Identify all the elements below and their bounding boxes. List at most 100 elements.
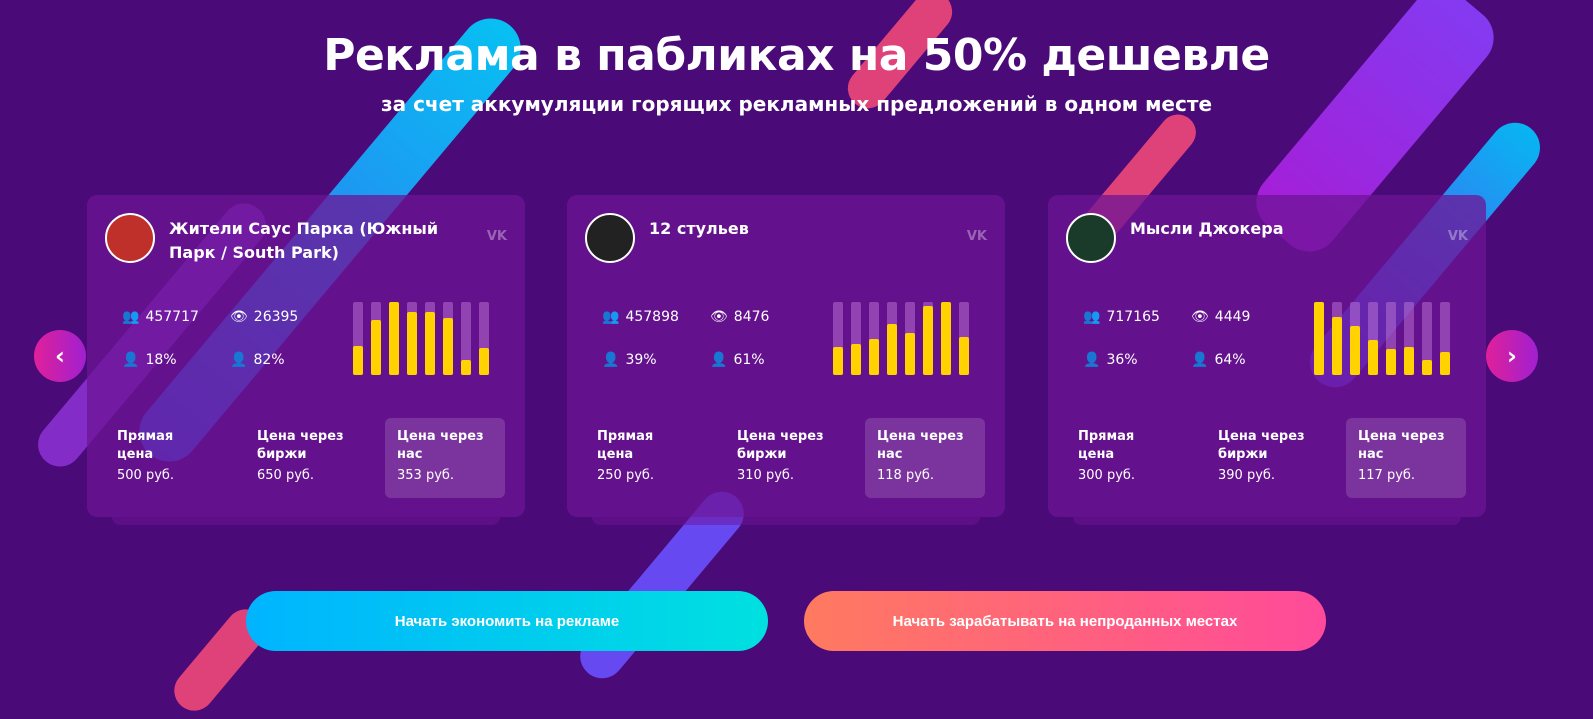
chart-bar-track [443, 302, 453, 375]
chart-bar-track [389, 302, 399, 375]
chart-bar-track [1368, 302, 1378, 375]
activity-chart [353, 302, 489, 375]
chart-bar [461, 360, 471, 375]
chart-bar-track [887, 302, 897, 375]
chart-bar-track [833, 302, 843, 375]
eye-icon: 👁 [230, 309, 248, 325]
activity-chart [1314, 302, 1450, 375]
chart-bar-track [959, 302, 969, 375]
subscribers-value: 457717 [145, 309, 199, 325]
price-value: 650 руб. [257, 468, 315, 483]
chart-bar-track [353, 302, 363, 375]
chart-bar-track [1404, 302, 1414, 375]
prev-arrow-button[interactable]: ‹ [34, 330, 86, 382]
users-icon: 👥 [1083, 309, 1101, 325]
price-label: Цена через нас [1358, 429, 1445, 462]
vk-icon: VK [1447, 229, 1468, 244]
public-card[interactable]: Мысли Джокера VK 👥 717165 👁 4449 👤 36% 👤 64%… [1048, 195, 1486, 525]
price-block: Цена через биржи 390 руб. [1206, 418, 1326, 498]
chart-bar-track [1386, 302, 1396, 375]
views-stat: 👁 4449 [1191, 309, 1250, 325]
price-label: Прямая цена [597, 429, 654, 462]
views-stat: 👁 8476 [710, 309, 769, 325]
price-value: 117 руб. [1358, 468, 1416, 483]
eye-icon: 👁 [710, 309, 728, 325]
price-label: Цена через нас [877, 429, 964, 462]
price-block: Цена через биржи 310 руб. [725, 418, 845, 498]
chart-bar [941, 302, 951, 375]
male-value: 64% [1214, 352, 1246, 368]
chart-bar-track [461, 302, 471, 375]
chart-bar [1350, 326, 1360, 375]
chart-bar [905, 332, 915, 375]
price-value: 310 руб. [737, 468, 795, 483]
price-value: 300 руб. [1078, 468, 1136, 483]
price-label: Цена через биржи [1218, 429, 1305, 462]
vk-icon: VK [966, 229, 987, 244]
chart-bar-track [1314, 302, 1324, 375]
chart-bar [443, 318, 453, 375]
vk-icon: VK [486, 229, 507, 244]
activity-chart [833, 302, 969, 375]
male-icon: 👤 [710, 352, 728, 368]
chart-bar-track [941, 302, 951, 375]
chart-bar-track [869, 302, 879, 375]
chart-bar [833, 347, 843, 375]
views-value: 26395 [253, 309, 299, 325]
chart-bar [887, 323, 897, 375]
start-saving-button[interactable]: Начать экономить на рекламе [246, 591, 768, 651]
female-stat: 👤 18% [122, 352, 177, 368]
chart-bar [407, 311, 417, 375]
subscribers-stat: 👥 457717 [122, 309, 199, 325]
chart-bar-track [905, 302, 915, 375]
public-name[interactable]: Жители Саус Парка (Южный Парк / South Pa… [169, 219, 439, 262]
chart-bar-track [371, 302, 381, 375]
chart-bar-track [1422, 302, 1432, 375]
male-stat: 👤 64% [1191, 352, 1246, 368]
users-icon: 👥 [122, 309, 140, 325]
subscribers-value: 457898 [625, 309, 679, 325]
chart-bar [851, 344, 861, 375]
public-name[interactable]: 12 стульев [649, 219, 749, 238]
price-label: Цена через биржи [257, 429, 344, 462]
public-card[interactable]: Жители Саус Парка (Южный Парк / South Pa… [87, 195, 525, 525]
chart-bar [1368, 339, 1378, 375]
start-earning-button[interactable]: Начать зарабатывать на непроданных места… [804, 591, 1326, 651]
female-stat: 👤 36% [1083, 352, 1138, 368]
subscribers-stat: 👥 457898 [602, 309, 679, 325]
public-name[interactable]: Мысли Джокера [1130, 219, 1284, 238]
price-block: Прямая цена 300 руб. [1066, 418, 1186, 498]
views-value: 4449 [1214, 309, 1251, 325]
avatar [105, 213, 155, 263]
next-arrow-button[interactable]: › [1486, 330, 1538, 382]
views-value: 8476 [733, 309, 770, 325]
page-title: Реклама в пабликах на 50% дешевле [323, 30, 1270, 81]
public-card[interactable]: 12 стульев VK 👥 457898 👁 8476 👤 39% 👤 61% Пр… [567, 195, 1005, 525]
chart-bar-track [1332, 302, 1342, 375]
price-block: Прямая цена 250 руб. [585, 418, 705, 498]
chart-bar [869, 338, 879, 375]
price-label: Цена через биржи [737, 429, 824, 462]
male-stat: 👤 82% [230, 352, 285, 368]
chart-bar [1332, 316, 1342, 375]
male-icon: 👤 [230, 352, 248, 368]
chart-bar-track [407, 302, 417, 375]
female-icon: 👤 [122, 352, 140, 368]
price-value: 500 руб. [117, 468, 175, 483]
chart-bar [959, 337, 969, 375]
chart-bar [353, 345, 363, 375]
price-block: Цена через нас 118 руб. [865, 418, 985, 498]
chart-bar-track [851, 302, 861, 375]
male-value: 61% [733, 352, 765, 368]
chart-bar [1440, 351, 1450, 375]
chart-bar-track [1350, 302, 1360, 375]
price-value: 353 руб. [397, 468, 455, 483]
avatar [1066, 213, 1116, 263]
users-icon: 👥 [602, 309, 620, 325]
male-icon: 👤 [1191, 352, 1209, 368]
chart-bar-track [923, 302, 933, 375]
price-label: Прямая цена [117, 429, 174, 462]
chart-bar [1404, 346, 1414, 375]
female-icon: 👤 [1083, 352, 1101, 368]
chart-bar [923, 305, 933, 375]
